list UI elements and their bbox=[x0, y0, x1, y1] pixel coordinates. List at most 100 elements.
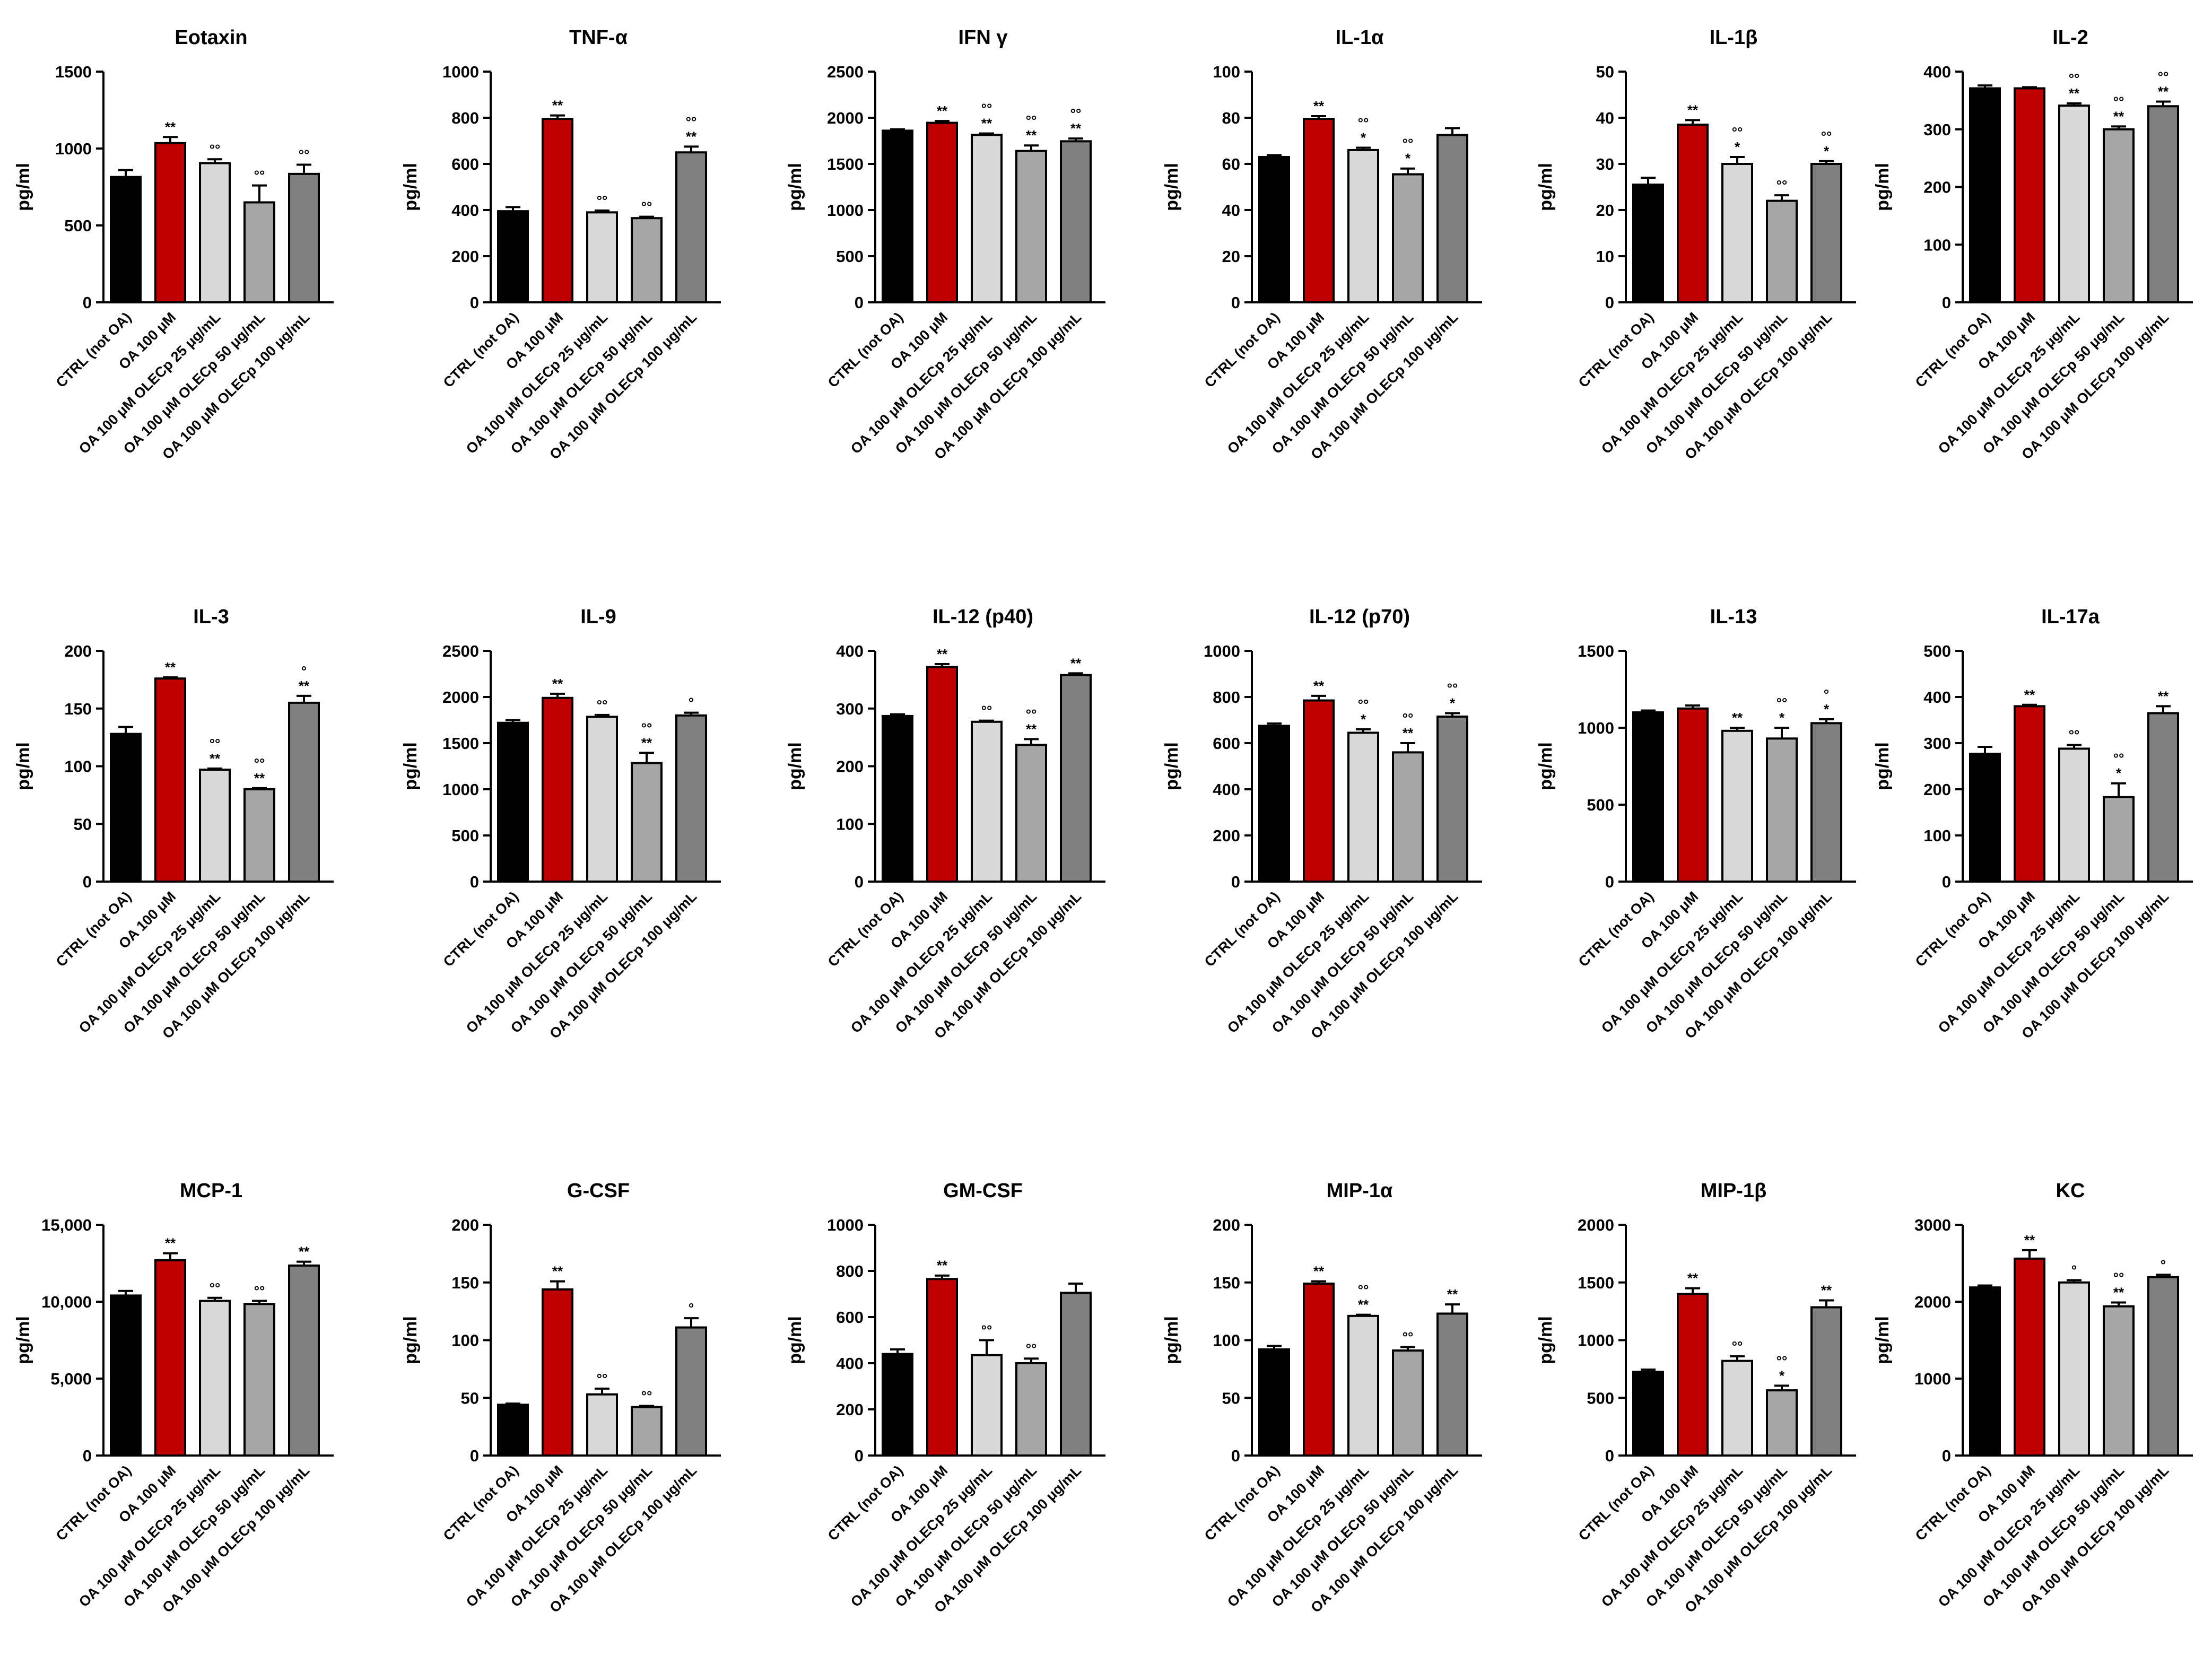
chart-title: IL-1α bbox=[1336, 27, 1384, 49]
y-tick-label: 500 bbox=[1923, 642, 1951, 660]
significance-marker: °° bbox=[1403, 1329, 1414, 1345]
bar-4 bbox=[243, 788, 275, 883]
y-tick-label: 800 bbox=[836, 1262, 864, 1280]
bar-2 bbox=[542, 1288, 573, 1457]
y-tick-label: 100 bbox=[1213, 1331, 1240, 1350]
x-tick-label: CTRL (not OA) bbox=[53, 309, 134, 390]
significance-marker: ** bbox=[981, 116, 992, 132]
y-tick-label: 50 bbox=[461, 1389, 479, 1407]
y-axis-label: pg/ml bbox=[1873, 742, 1893, 790]
bar-1 bbox=[110, 1294, 142, 1457]
bar-5 bbox=[288, 1264, 320, 1457]
bar-5 bbox=[288, 172, 320, 303]
chart-il-9: IL-9 pg/ml 0 500 1000 1500 2000 2500 CTRL (not O… bbox=[400, 606, 721, 1042]
y-tick-label: 200 bbox=[836, 1400, 864, 1419]
y-tick-label: 300 bbox=[1923, 734, 1951, 753]
y-tick-label: 15,000 bbox=[41, 1216, 92, 1234]
y-tick-label: 1000 bbox=[1578, 1331, 1614, 1350]
y-tick-label: 1500 bbox=[827, 155, 864, 173]
bar-2 bbox=[1303, 118, 1335, 304]
y-tick-label: 500 bbox=[451, 826, 479, 845]
bar-3 bbox=[2058, 747, 2090, 883]
bar-3 bbox=[2058, 104, 2090, 303]
significance-marker: °° bbox=[2113, 751, 2124, 766]
bar-4 bbox=[2103, 128, 2135, 303]
chart-title: TNF-α bbox=[569, 27, 628, 49]
bar-5 bbox=[2147, 1276, 2179, 1457]
y-tick-label: 2000 bbox=[1578, 1216, 1614, 1234]
y-axis-label: pg/ml bbox=[1536, 742, 1556, 790]
y-tick-label: 200 bbox=[836, 757, 864, 776]
chart-title: MIP-1α bbox=[1327, 1180, 1393, 1202]
y-axis-label: pg/ml bbox=[1536, 163, 1556, 211]
bar-1 bbox=[110, 733, 142, 883]
y-tick-label: 0 bbox=[83, 293, 92, 312]
y-tick-label: 2000 bbox=[442, 688, 479, 707]
chart-title: IL-2 bbox=[2052, 27, 2088, 49]
significance-marker: ° bbox=[2071, 1262, 2077, 1278]
bar-2 bbox=[154, 142, 186, 303]
bar-5 bbox=[1436, 134, 1468, 303]
significance-marker: °° bbox=[1776, 695, 1788, 711]
bar-2 bbox=[926, 121, 958, 303]
significance-marker: * bbox=[1779, 1367, 1785, 1383]
y-tick-label: 1500 bbox=[1578, 642, 1614, 660]
y-tick-label: 100 bbox=[1213, 63, 1240, 81]
bar-3 bbox=[1347, 149, 1379, 303]
y-tick-label: 0 bbox=[855, 293, 864, 312]
y-tick-label: 1000 bbox=[1914, 1370, 1951, 1388]
bar-4 bbox=[1766, 737, 1798, 883]
x-tick-label: CTRL (not OA) bbox=[1201, 888, 1283, 970]
x-tick-label: CTRL (not OA) bbox=[53, 1462, 134, 1544]
bar-1 bbox=[1969, 753, 2001, 883]
y-tick-label: 400 bbox=[1923, 688, 1951, 707]
y-tick-label: 200 bbox=[451, 1216, 479, 1234]
bar-5 bbox=[1436, 715, 1468, 883]
significance-marker: ** bbox=[1070, 120, 1082, 136]
chart-mip-1: MIP-1β pg/ml 0 500 1000 1500 2000 CTRL (not OA)… bbox=[1536, 1180, 1856, 1616]
significance-marker: °° bbox=[1732, 1338, 1743, 1354]
significance-marker: °° bbox=[1358, 1282, 1369, 1298]
bar-1 bbox=[497, 721, 529, 883]
bar-4 bbox=[243, 201, 275, 303]
significance-marker: ** bbox=[552, 1264, 563, 1279]
x-tick-label: CTRL (not OA) bbox=[1912, 888, 1993, 970]
x-tick-label: CTRL (not OA) bbox=[53, 888, 134, 970]
bar-5 bbox=[2147, 712, 2179, 883]
y-tick-label: 300 bbox=[836, 700, 864, 718]
y-axis-label: pg/ml bbox=[785, 742, 805, 790]
y-tick-label: 200 bbox=[1213, 826, 1240, 845]
bar-3 bbox=[971, 1354, 1003, 1457]
bar-3 bbox=[1347, 731, 1379, 883]
chart-mcp-1: MCP-1 pg/ml 0 5,000 10,000 15,000 CTRL (not OA… bbox=[13, 1180, 334, 1616]
significance-marker: ** bbox=[1687, 1270, 1699, 1286]
x-tick-label: CTRL (not OA) bbox=[1912, 1462, 1993, 1544]
y-tick-label: 150 bbox=[64, 700, 92, 718]
bar-5 bbox=[1060, 1292, 1092, 1457]
significance-marker: ** bbox=[2113, 108, 2124, 124]
y-axis-label: pg/ml bbox=[1873, 1316, 1893, 1364]
y-tick-label: 500 bbox=[64, 216, 92, 235]
significance-marker: °° bbox=[1070, 106, 1082, 121]
significance-marker: °° bbox=[641, 1388, 652, 1404]
bar-3 bbox=[1721, 163, 1753, 303]
significance-marker: ** bbox=[552, 676, 563, 692]
chart-title: IL-17a bbox=[2041, 606, 2100, 628]
y-tick-label: 2500 bbox=[442, 642, 479, 660]
x-tick-label: CTRL (not OA) bbox=[440, 888, 521, 970]
y-tick-label: 80 bbox=[1222, 109, 1240, 127]
significance-marker: ** bbox=[937, 1258, 948, 1274]
bar-1 bbox=[882, 1353, 913, 1457]
y-tick-label: 0 bbox=[470, 873, 479, 891]
bar-5 bbox=[675, 714, 707, 883]
y-tick-label: 1500 bbox=[1578, 1274, 1614, 1292]
bar-2 bbox=[542, 118, 573, 304]
significance-marker: °° bbox=[641, 720, 652, 736]
y-tick-label: 200 bbox=[1213, 1216, 1240, 1234]
x-tick-label: CTRL (not OA) bbox=[1912, 309, 1993, 390]
chart-tnf: TNF-α pg/ml 0 200 400 600 800 1000 CTRL (not OA)… bbox=[400, 27, 721, 463]
bar-1 bbox=[1969, 1286, 2001, 1457]
bar-4 bbox=[1766, 199, 1798, 303]
